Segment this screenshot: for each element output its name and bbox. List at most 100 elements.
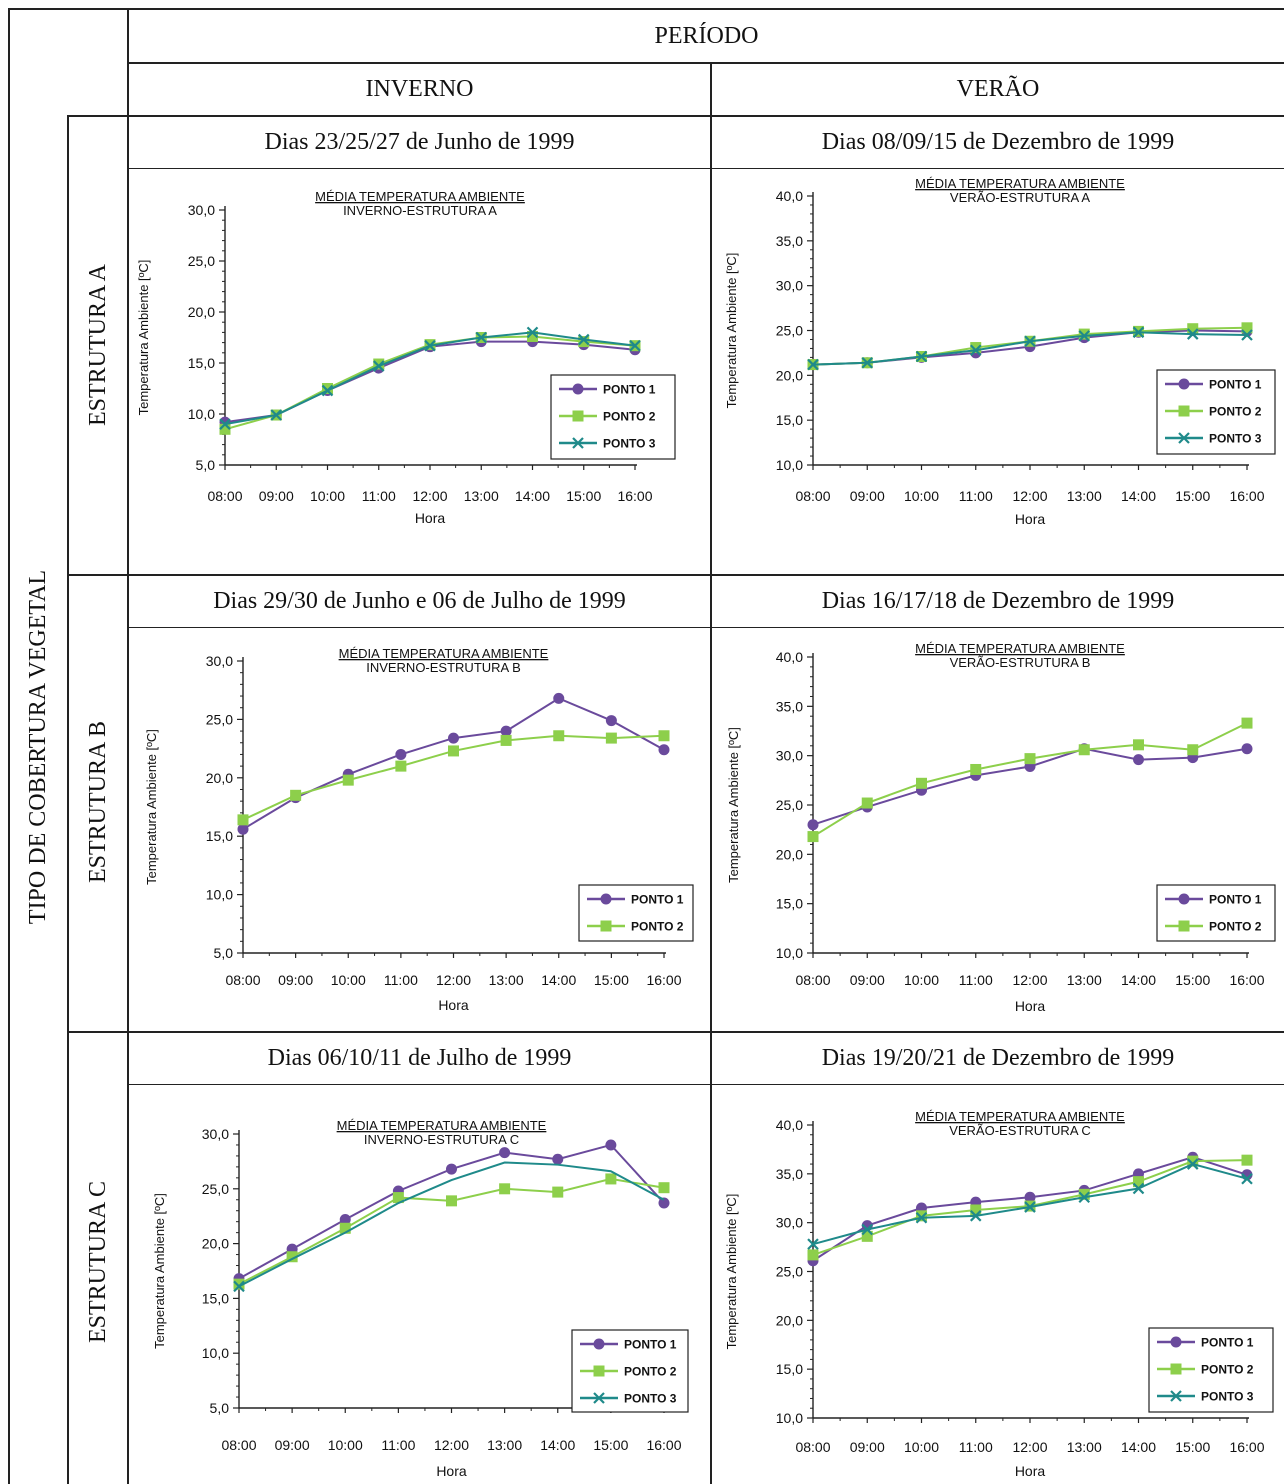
- x-axis-label: Hora: [436, 1463, 467, 1479]
- data-point: [1024, 753, 1036, 765]
- series-markers-ponto-3: [219, 326, 641, 430]
- legend-label-ponto-1: PONTO 1: [631, 893, 684, 907]
- dates-inverno-c: Dias 06/10/11 de Julho de 1999: [267, 1045, 572, 1071]
- data-point: [290, 789, 302, 801]
- data-point: [1133, 739, 1144, 751]
- data-point: [658, 730, 670, 742]
- data-point: [1241, 322, 1253, 334]
- x-tick-label: 10:00: [328, 1437, 363, 1453]
- x-tick-label: 11:00: [959, 488, 993, 504]
- series-markers-ponto-3: [807, 326, 1253, 371]
- x-tick-label: 09:00: [850, 488, 885, 504]
- data-point: [552, 1186, 564, 1198]
- data-point: [1078, 330, 1091, 342]
- x-tick-label: 10:00: [331, 972, 366, 988]
- series-markers-ponto-3: [233, 1280, 245, 1293]
- chart-title: MÉDIA TEMPERATURA AMBIENTE: [915, 641, 1125, 656]
- legend-label-ponto-2: PONTO 2: [603, 410, 656, 424]
- data-point: [500, 725, 512, 737]
- y-tick-label: 5,0: [210, 1400, 230, 1416]
- x-tick-label: 13:00: [487, 1437, 522, 1453]
- x-tick-label: 12:00: [1012, 1439, 1047, 1455]
- y-tick-label: 30,0: [202, 1126, 229, 1142]
- data-point: [1078, 1191, 1091, 1204]
- data-point: [1241, 1154, 1253, 1166]
- legend-marker: [1178, 378, 1190, 390]
- x-tick-label: 16:00: [1229, 1439, 1264, 1455]
- y-tick-label: 10,0: [776, 457, 803, 473]
- x-tick-label: 16:00: [646, 972, 681, 988]
- data-point: [915, 1212, 928, 1224]
- legend-marker: [572, 437, 584, 449]
- x-tick-label: 12:00: [412, 488, 447, 504]
- legend-marker: [600, 893, 612, 905]
- y-tick-label: 15,0: [188, 355, 215, 371]
- data-point: [321, 384, 334, 397]
- x-tick-label: 16:00: [617, 488, 652, 504]
- x-tick-label: 16:00: [1229, 972, 1264, 988]
- legend-marker: [1178, 405, 1190, 417]
- data-point: [1133, 1176, 1144, 1188]
- data-point: [446, 1195, 457, 1207]
- dates-verao-a: Dias 08/09/15 de Dezembro de 1999: [821, 129, 1175, 155]
- x-tick-label: 09:00: [275, 1437, 310, 1453]
- y-tick-label: 25,0: [206, 711, 233, 727]
- x-tick-label: 14:00: [1121, 488, 1156, 504]
- series-line-ponto-2: [812, 722, 1248, 838]
- y-tick-label: 25,0: [776, 797, 803, 813]
- data-point: [286, 1251, 298, 1263]
- chart-title: MÉDIA TEMPERATURA AMBIENTE: [915, 176, 1125, 191]
- y-tick-label: 30,0: [776, 278, 803, 294]
- chart-legend: PONTO 1 PONTO 2: [578, 884, 694, 942]
- x-tick-label: 14:00: [515, 488, 550, 504]
- legend-label-ponto-3: PONTO 3: [603, 437, 656, 451]
- series-markers-ponto-1: [233, 1139, 670, 1285]
- data-point: [499, 1183, 511, 1195]
- data-point: [807, 819, 819, 831]
- chart-verao-estrutura-c: MÉDIA TEMPERATURA AMBIENTEVERÃO-ESTRUTUR…: [724, 1109, 1274, 1479]
- y-tick-label: 15,0: [206, 828, 233, 844]
- legend-marker: [593, 1338, 605, 1350]
- legend-label-ponto-2: PONTO 2: [1209, 405, 1262, 419]
- x-axis-label: Hora: [438, 997, 469, 1013]
- y-tick-label: 10,0: [776, 945, 803, 961]
- legend-marker: [1178, 432, 1190, 444]
- data-point: [605, 1173, 617, 1185]
- data-point: [237, 823, 249, 835]
- data-point: [861, 797, 873, 809]
- data-point: [807, 1238, 819, 1250]
- data-point: [1078, 328, 1090, 340]
- y-axis-label: Temperatura Ambiente [ºC]: [152, 1193, 167, 1349]
- chart-title: MÉDIA TEMPERATURA AMBIENTE: [915, 1109, 1125, 1124]
- data-point: [1133, 754, 1144, 766]
- y-tick-label: 40,0: [776, 188, 803, 204]
- x-tick-label: 14:00: [1121, 972, 1156, 988]
- data-point: [1241, 717, 1253, 729]
- chart-subtitle: INVERNO-ESTRUTURA A: [343, 203, 497, 218]
- x-tick-label: 16:00: [1229, 488, 1264, 504]
- legend-label-ponto-1: PONTO 1: [603, 383, 656, 397]
- table-hline-periodo: [127, 62, 1284, 64]
- data-point: [970, 342, 982, 354]
- table-border-left: [8, 8, 10, 1484]
- y-tick-label: 20,0: [776, 846, 803, 862]
- data-point: [1186, 328, 1199, 340]
- data-point: [1186, 1158, 1199, 1170]
- y-tick-label: 20,0: [206, 770, 233, 786]
- table-hline-season: [67, 115, 1284, 117]
- legend-label-ponto-1: PONTO 1: [624, 1338, 677, 1352]
- x-tick-label: 15:00: [1175, 488, 1210, 504]
- y-tick-label: 5,0: [196, 457, 216, 473]
- y-tick-label: 35,0: [776, 698, 803, 714]
- x-tick-label: 10:00: [904, 972, 939, 988]
- data-point: [395, 760, 407, 772]
- data-point: [475, 331, 488, 344]
- y-axis-label: Temperatura Ambiente [ºC]: [724, 253, 739, 409]
- legend-label-ponto-3: PONTO 3: [1209, 432, 1262, 446]
- data-point: [322, 383, 333, 394]
- data-point: [1241, 329, 1253, 341]
- x-tick-label: 15:00: [566, 488, 601, 504]
- y-tick-label: 25,0: [776, 323, 803, 339]
- series-line-ponto-2: [238, 1177, 665, 1286]
- legend-marker: [572, 383, 584, 395]
